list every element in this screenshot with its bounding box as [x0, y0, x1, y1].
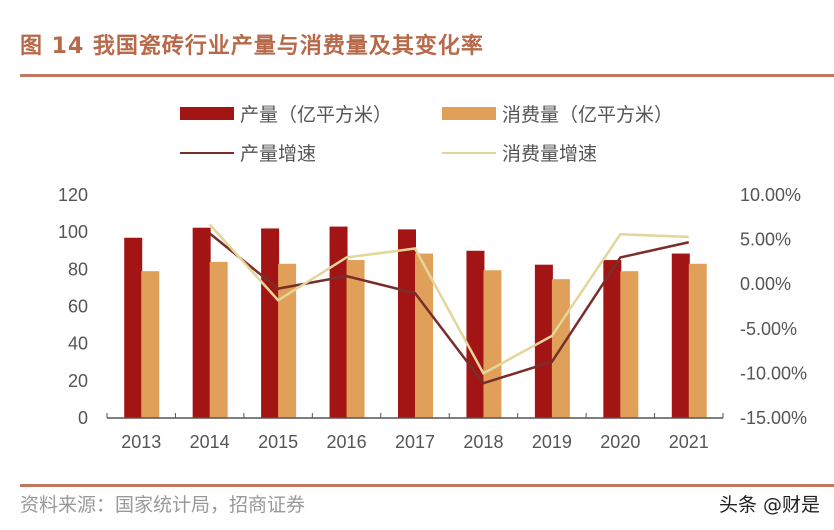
legend-production-growth: 产量增速 — [180, 139, 316, 166]
y-left-tick-label: 20 — [68, 371, 88, 391]
legend-consumption-growth: 消费量增速 — [442, 139, 597, 166]
x-tick-label: 2015 — [258, 432, 298, 452]
x-tick-label: 2017 — [395, 432, 435, 452]
bar-production — [398, 229, 416, 418]
y-right-tick-label: -10.00% — [740, 363, 807, 383]
bar-consumption — [141, 271, 160, 418]
bar-consumption — [209, 261, 228, 418]
chart: 2013 2014 2015 2016 2017 2018 2019 2020 2021 0 20 4… — [58, 185, 807, 452]
source-rule — [20, 484, 834, 487]
bar-production — [192, 227, 211, 418]
legend-swatch — [442, 151, 496, 154]
title-rule — [20, 74, 834, 77]
y-right-tick-label: 0.00% — [740, 274, 791, 294]
legend-swatch — [180, 107, 234, 120]
legend-consumption: 消费量（亿平方米） — [442, 100, 673, 127]
y-right-tick-label: -5.00% — [740, 319, 797, 339]
y-left-tick-label: 80 — [68, 259, 88, 279]
legend-swatch — [442, 107, 496, 120]
line-production-growth — [208, 232, 690, 385]
bar-production — [603, 260, 622, 418]
x-tick-label: 2013 — [121, 432, 161, 452]
bar-consumption — [688, 263, 707, 418]
x-tick-label: 2021 — [669, 432, 709, 452]
bar-consumption — [346, 260, 365, 418]
x-tick-label: 2019 — [532, 432, 572, 452]
bar-consumption — [415, 253, 433, 418]
legend-label: 产量（亿平方米） — [240, 104, 393, 126]
line-consumption-growth — [208, 223, 689, 376]
source-note: 资料来源：国家统计局，招商证券 — [20, 494, 306, 516]
y-left-tick-label: 100 — [58, 222, 88, 242]
y-right-tick-label: 5.00% — [740, 230, 791, 250]
legend-label: 产量增速 — [240, 143, 317, 165]
y-left-tick-label: 60 — [68, 297, 88, 317]
bar-production — [466, 250, 485, 418]
legend-label: 消费量增速 — [502, 143, 598, 165]
bar-consumption — [278, 263, 297, 418]
y-left-tick-label: 40 — [68, 334, 88, 354]
legend-label: 消费量（亿平方米） — [502, 104, 674, 126]
bar-consumption — [483, 270, 502, 418]
bar-production — [261, 228, 280, 418]
x-tick-label: 2016 — [327, 432, 367, 452]
y-right-tick-label: 10.00% — [740, 185, 801, 205]
x-tick-label: 2014 — [190, 432, 230, 452]
y-right-tick-label: -15.00% — [740, 408, 807, 428]
x-tick-label: 2018 — [463, 432, 503, 452]
bar-consumption — [620, 271, 639, 418]
y-left-tick-label: 120 — [58, 185, 88, 205]
x-tick-label: 2020 — [600, 432, 640, 452]
watermark: 头条 @财是 — [718, 494, 820, 516]
bar-production — [124, 237, 143, 418]
figure-title: 图 14 我国瓷砖行业产量与消费量及其变化率 — [20, 34, 484, 59]
y-left-tick-label: 0 — [78, 408, 88, 428]
bar-production — [329, 226, 348, 418]
legend-production: 产量（亿平方米） — [180, 100, 392, 127]
legend-swatch — [180, 151, 234, 154]
bar-production — [671, 253, 690, 418]
